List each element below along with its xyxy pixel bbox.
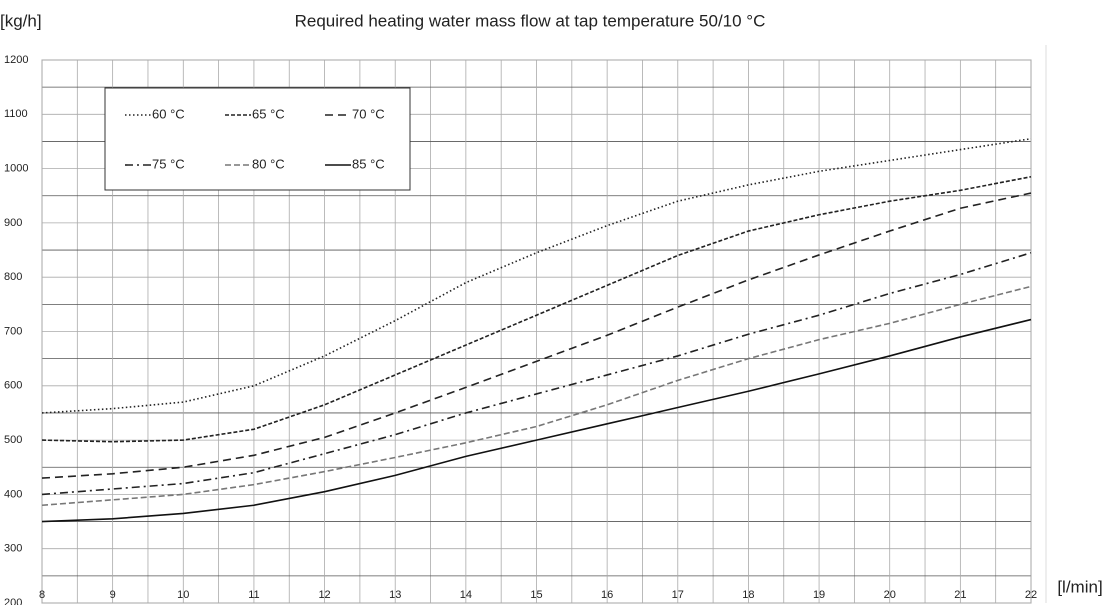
y-axis-label: [kg/h]	[0, 11, 42, 30]
y-tick-label: 1000	[4, 163, 28, 175]
series-line	[41, 137, 1032, 414]
x-tick-label: 13	[389, 589, 401, 601]
x-tick-label: 16	[601, 589, 613, 601]
x-tick-label: 18	[742, 589, 754, 601]
y-tick-label: 400	[4, 488, 22, 500]
x-tick-label: 12	[318, 589, 330, 601]
chart-title: Required heating water mass flow at tap …	[295, 11, 766, 30]
x-tick-label: 9	[110, 589, 116, 601]
x-axis-label: [l/min]	[1057, 577, 1102, 596]
x-tick-label: 14	[460, 589, 472, 601]
legend-label: 85 °C	[352, 156, 385, 171]
y-tick-label: 1200	[4, 54, 28, 66]
y-tick-label: 1100	[4, 108, 28, 120]
y-tick-label: 800	[4, 271, 22, 283]
x-tick-label: 19	[813, 589, 825, 601]
series-line	[41, 192, 1032, 479]
x-tick-label: 20	[884, 589, 896, 601]
x-tick-label: 22	[1025, 589, 1037, 601]
legend-label: 70 °C	[352, 106, 385, 121]
series-line	[41, 252, 1032, 496]
legend-label: 75 °C	[152, 156, 185, 171]
x-tick-label: 8	[39, 589, 45, 601]
legend-label: 60 °C	[152, 106, 185, 121]
x-tick-label: 21	[954, 589, 966, 601]
series-line	[41, 318, 1032, 523]
x-tick-label: 17	[672, 589, 684, 601]
y-tick-label: 500	[4, 434, 22, 446]
x-tick-label: 11	[248, 589, 259, 601]
legend-label: 80 °C	[252, 156, 285, 171]
y-tick-label: 300	[4, 543, 22, 555]
y-tick-label: 900	[4, 217, 22, 229]
legend-label: 65 °C	[252, 106, 285, 121]
legend: 60 °C 65 °C 70 °C 75 °C 80 °C 85 °C	[104, 87, 411, 191]
series-line	[41, 285, 1032, 507]
legend-box	[104, 87, 411, 191]
x-tick-label: 10	[177, 589, 189, 601]
series-line	[41, 175, 1032, 443]
y-tick-label: 600	[4, 380, 22, 392]
x-tick-label: 15	[530, 589, 542, 601]
y-tick-label: 700	[4, 325, 22, 337]
y-tick-label: 200	[4, 597, 22, 605]
